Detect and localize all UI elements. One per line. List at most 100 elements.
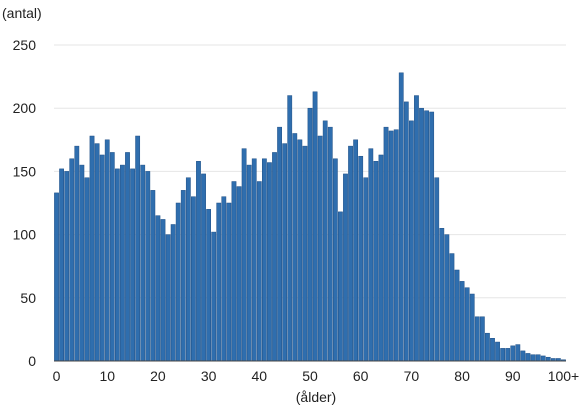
bar-age-70 <box>409 120 414 362</box>
bar-age-39 <box>251 158 257 362</box>
bar-age-97 <box>545 356 551 362</box>
bar-age-10 <box>104 139 110 362</box>
bar-age-11 <box>109 152 115 362</box>
bar-age-58 <box>348 145 353 362</box>
bar-age-7 <box>89 135 95 362</box>
bar-age-55 <box>332 158 338 362</box>
bar-age-12 <box>114 168 120 362</box>
bar-age-47 <box>292 133 298 362</box>
bar-age-61 <box>363 177 369 362</box>
bar-age-4 <box>74 145 80 362</box>
bar-age-29 <box>201 173 206 362</box>
bar-age-18 <box>145 171 151 362</box>
bars <box>54 72 566 362</box>
x-tick-label: 30 <box>201 368 217 384</box>
bar-age-75 <box>434 177 440 362</box>
bar-age-92 <box>520 350 526 362</box>
bar-age-67 <box>393 129 399 362</box>
x-tick-label: 60 <box>353 368 369 384</box>
bar-age-16 <box>135 135 141 362</box>
bar-age-56 <box>338 211 343 362</box>
bar-age-89 <box>505 348 511 362</box>
y-tick-label: 200 <box>13 100 37 116</box>
bar-age-88 <box>500 348 506 362</box>
bar-age-64 <box>378 154 384 362</box>
bar-age-76 <box>439 228 445 362</box>
y-tick-label: 100 <box>13 227 37 243</box>
bar-age-31 <box>211 231 217 362</box>
bar-age-27 <box>191 196 196 362</box>
x-tick-label: 0 <box>53 368 61 384</box>
bar-age-52 <box>317 135 323 362</box>
x-tick-label: 10 <box>99 368 115 384</box>
bar-age-25 <box>180 190 186 362</box>
y-tick-labels: 0 50 100 150 200 250 <box>13 37 37 369</box>
y-tick-label: 0 <box>28 353 36 369</box>
bar-age-32 <box>216 202 222 362</box>
bar-age-22 <box>165 234 171 362</box>
bar-age-41 <box>261 158 267 362</box>
bar-age-44 <box>277 126 282 362</box>
bar-age-51 <box>312 91 318 362</box>
bar-age-83 <box>474 316 480 362</box>
bar-age-86 <box>490 338 495 362</box>
bar-age-17 <box>140 164 146 362</box>
bar-age-40 <box>256 181 262 362</box>
bar-age-34 <box>226 202 232 362</box>
bar-age-96 <box>540 355 546 362</box>
bar-age-82 <box>469 293 475 362</box>
y-axis-title: (antal) <box>2 5 42 21</box>
bar-age-63 <box>373 161 379 362</box>
bar-age-68 <box>398 72 404 362</box>
bar-age-43 <box>272 152 277 362</box>
bar-age-66 <box>388 130 394 362</box>
y-tick-label: 50 <box>20 290 36 306</box>
bar-age-85 <box>485 332 490 362</box>
bar-age-3 <box>69 158 75 362</box>
bar-age-53 <box>322 120 328 362</box>
x-axis-title: (ålder) <box>296 389 336 405</box>
bar-age-38 <box>246 164 252 362</box>
bar-age-93 <box>525 353 531 362</box>
x-tick-label: 50 <box>302 368 318 384</box>
x-tick-label: 70 <box>404 368 420 384</box>
bar-age-15 <box>130 168 135 362</box>
bar-age-23 <box>170 224 176 362</box>
bar-age-87 <box>495 341 500 362</box>
bar-age-5 <box>79 164 85 362</box>
bar-age-2 <box>64 171 70 362</box>
bar-age-91 <box>515 344 521 362</box>
bar-age-78 <box>449 253 455 362</box>
bar-age-14 <box>125 152 130 362</box>
bar-age-62 <box>368 148 374 362</box>
bar-age-28 <box>196 161 201 362</box>
bar-age-71 <box>414 95 419 362</box>
bar-age-30 <box>206 209 211 362</box>
bar-age-74 <box>429 111 435 362</box>
bar-age-35 <box>231 181 237 362</box>
x-tick-label: 100+ <box>548 368 580 384</box>
x-tick-label: 90 <box>505 368 521 384</box>
bar-age-33 <box>221 196 227 362</box>
bar-age-73 <box>424 110 429 362</box>
bar-age-95 <box>535 354 541 362</box>
bar-age-8 <box>94 143 100 362</box>
bar-age-0 <box>54 192 59 362</box>
bar-age-6 <box>84 177 90 362</box>
bar-age-50 <box>307 107 313 362</box>
y-tick-label: 250 <box>13 37 37 53</box>
bar-age-81 <box>464 287 470 362</box>
bar-age-54 <box>327 126 333 362</box>
bar-age-37 <box>241 148 247 362</box>
bar-age-9 <box>99 154 105 362</box>
bar-age-94 <box>530 354 536 362</box>
bar-age-42 <box>267 162 272 362</box>
bar-age-57 <box>343 173 348 362</box>
bar-age-26 <box>185 177 191 362</box>
bar-age-77 <box>444 234 450 362</box>
x-tick-labels: 0 10 20 30 40 50 60 70 80 90 100+ <box>53 368 580 384</box>
bar-age-1 <box>59 168 64 362</box>
bar-age-72 <box>419 107 424 362</box>
bar-age-65 <box>383 126 389 362</box>
bar-age-24 <box>175 202 181 362</box>
